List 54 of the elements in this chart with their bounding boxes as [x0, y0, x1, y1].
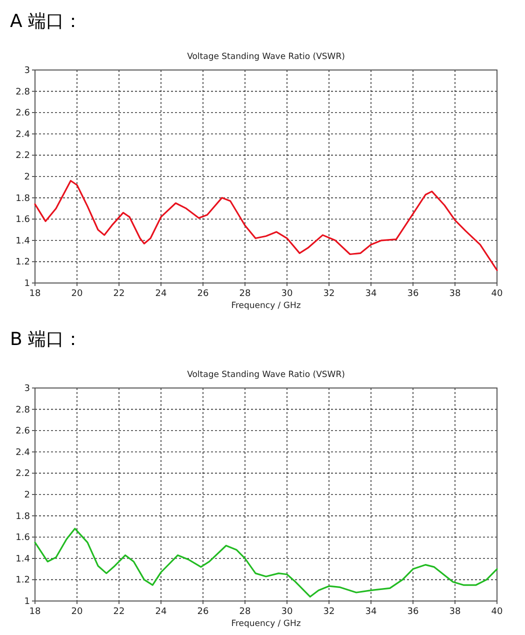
y-tick-label: 2.8: [16, 405, 30, 416]
x-tick-label: 34: [365, 289, 377, 299]
y-tick-label: 3: [24, 66, 30, 76]
x-tick-label: 28: [239, 289, 251, 299]
x-tick-label: 22: [113, 289, 125, 299]
y-tick-label: 3: [24, 384, 30, 394]
chart-title: B 端口：: [10, 329, 82, 350]
x-tick-label: 34: [365, 607, 377, 617]
y-tick-label: 2.4: [16, 448, 30, 458]
x-tick-label: 38: [449, 607, 461, 617]
x-tick-label: 32: [323, 289, 335, 299]
y-tick-label: 1.8: [16, 512, 30, 522]
x-tick-label: 20: [71, 289, 83, 299]
y-tick-label: 2: [24, 490, 30, 500]
y-tick-label: 2.6: [16, 426, 30, 437]
x-tick-label: 26: [197, 289, 209, 299]
y-tick-label: 1.6: [16, 215, 30, 226]
y-tick-label: 1: [24, 279, 30, 289]
x-axis-title: Frequency / GHz: [231, 619, 302, 629]
chart-title: A 端口：: [10, 11, 82, 32]
x-tick-label: 24: [155, 607, 167, 617]
y-tick-label: 2.8: [16, 87, 30, 98]
chart-subtitle: Voltage Standing Wave Ratio (VSWR): [187, 370, 345, 380]
x-tick-label: 36: [407, 289, 419, 299]
y-tick-label: 2: [24, 172, 30, 182]
y-tick-label: 1.8: [16, 194, 30, 204]
y-tick-label: 1.6: [16, 533, 30, 544]
x-tick-label: 40: [491, 289, 503, 299]
x-tick-label: 24: [155, 289, 167, 299]
y-tick-label: 1.4: [16, 236, 30, 246]
x-tick-label: 32: [323, 607, 335, 617]
y-tick-label: 1.4: [16, 554, 30, 564]
x-tick-label: 18: [29, 289, 41, 299]
y-tick-label: 1.2: [16, 576, 30, 586]
x-axis-title: Frequency / GHz: [231, 301, 302, 311]
y-tick-label: 2.6: [16, 108, 30, 119]
x-tick-label: 20: [71, 607, 83, 617]
x-tick-label: 30: [281, 607, 293, 617]
line-series: [34, 528, 498, 598]
x-tick-label: 40: [491, 607, 503, 617]
x-tick-label: 26: [197, 607, 209, 617]
x-tick-label: 18: [29, 607, 41, 617]
y-tick-label: 2.4: [16, 130, 30, 140]
y-tick-label: 2.2: [16, 469, 30, 480]
chart-subtitle: Voltage Standing Wave Ratio (VSWR): [187, 52, 345, 62]
x-tick-label: 30: [281, 289, 293, 299]
y-tick-label: 1.2: [16, 258, 30, 268]
x-tick-label: 38: [449, 289, 461, 299]
x-tick-label: 36: [407, 607, 419, 617]
y-tick-label: 2.2: [16, 151, 30, 162]
y-tick-label: 1: [24, 597, 30, 607]
x-tick-label: 28: [239, 607, 251, 617]
line-series: [34, 180, 498, 272]
x-tick-label: 22: [113, 607, 125, 617]
